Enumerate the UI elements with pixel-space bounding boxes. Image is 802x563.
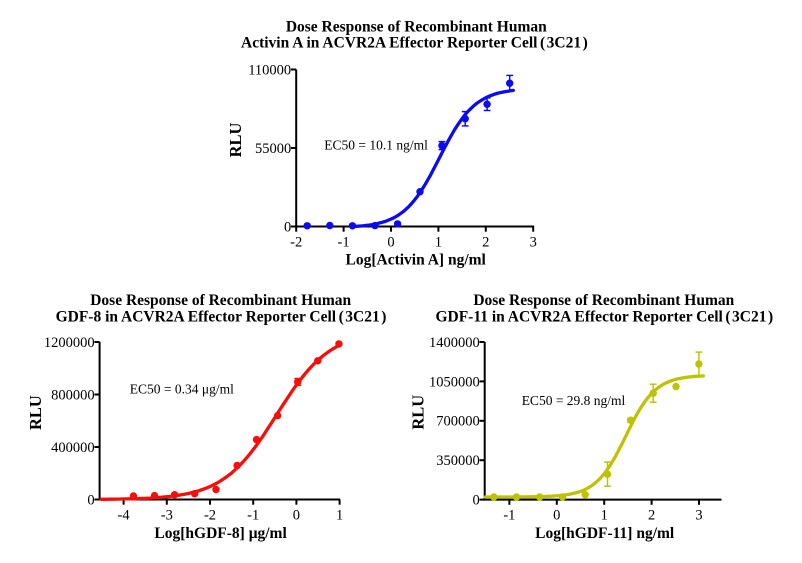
svg-text:110000: 110000 [248, 62, 291, 78]
svg-text:Log[Activin A] ng/ml: Log[Activin A] ng/ml [346, 252, 487, 269]
svg-text:GDF-11 in ACVR2A Effector Repo: GDF-11 in ACVR2A Effector Reporter Cell(… [435, 309, 773, 326]
svg-text:1: 1 [336, 507, 343, 523]
svg-text:GDF-8 in ACVR2A Effector Repor: GDF-8 in ACVR2A Effector Reporter Cell (3… [56, 309, 387, 326]
svg-text:0: 0 [284, 219, 291, 235]
svg-text:1200000: 1200000 [44, 335, 95, 351]
svg-text:Log[hGDF-11] ng/ml: Log[hGDF-11] ng/ml [535, 525, 675, 542]
svg-text:-2: -2 [290, 234, 302, 250]
svg-text:1050000: 1050000 [429, 374, 480, 390]
svg-text:RLU: RLU [226, 123, 245, 158]
svg-text:0: 0 [387, 234, 394, 250]
svg-text:-1: -1 [503, 507, 515, 523]
svg-text:2: 2 [482, 234, 489, 250]
svg-text:700000: 700000 [436, 414, 480, 430]
svg-text:400000: 400000 [51, 440, 95, 456]
svg-text:-3: -3 [161, 507, 173, 523]
svg-text:EC50 = 0.34 μg/ml: EC50 = 0.34 μg/ml [130, 382, 234, 397]
svg-text:350000: 350000 [436, 453, 480, 469]
svg-text:0: 0 [293, 507, 300, 523]
svg-text:EC50 = 29.8 ng/ml: EC50 = 29.8 ng/ml [522, 393, 626, 408]
svg-text:RLU: RLU [409, 395, 428, 430]
svg-text:1: 1 [435, 234, 442, 250]
svg-text:Log[hGDF-8] μg/ml: Log[hGDF-8] μg/ml [154, 525, 287, 542]
svg-text:0: 0 [553, 507, 560, 523]
svg-text:3: 3 [530, 234, 537, 250]
svg-text:RLU: RLU [26, 395, 45, 430]
svg-text:-4: -4 [118, 507, 131, 523]
svg-text:1: 1 [601, 507, 608, 523]
svg-text:-1: -1 [247, 507, 259, 523]
svg-text:800000: 800000 [51, 387, 95, 403]
svg-text:Dose Response of Recombinant H: Dose Response of Recombinant Human [90, 292, 351, 309]
svg-text:-2: -2 [204, 507, 216, 523]
svg-text:1400000: 1400000 [429, 335, 480, 351]
svg-text:Dose Response of Recombinant H: Dose Response of Recombinant Human [286, 18, 547, 35]
svg-text:-1: -1 [338, 234, 350, 250]
svg-text:2: 2 [648, 507, 655, 523]
svg-text:EC50 = 10.1 ng/ml: EC50 = 10.1 ng/ml [324, 138, 428, 153]
svg-text:0: 0 [87, 492, 94, 508]
svg-text:3: 3 [695, 507, 702, 523]
svg-text:Activin A in ACVR2A Effector R: Activin A in ACVR2A Effector Reporter Ce… [241, 35, 588, 52]
svg-text:Dose Response of Recombinant H: Dose Response of Recombinant Human [473, 292, 734, 309]
svg-text:0: 0 [472, 493, 479, 509]
svg-text:55000: 55000 [255, 141, 291, 157]
